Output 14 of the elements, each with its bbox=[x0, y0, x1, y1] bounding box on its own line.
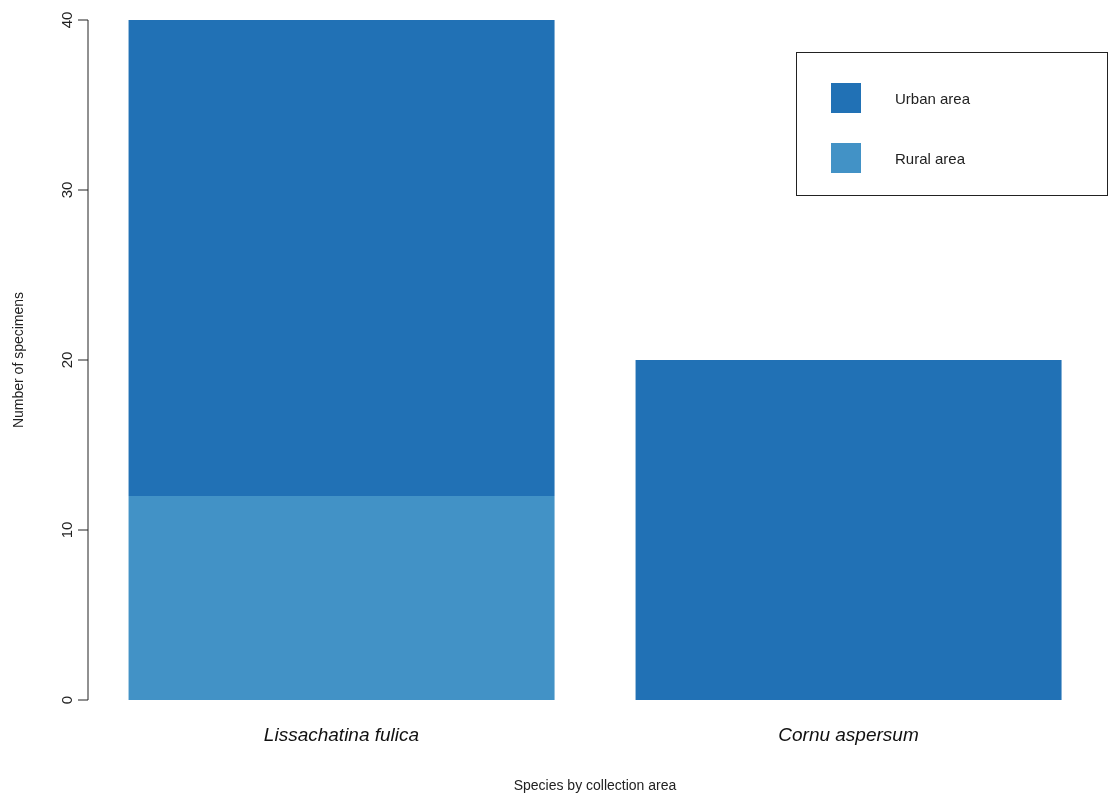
y-tick-label: 20 bbox=[58, 351, 75, 369]
bar bbox=[635, 360, 1062, 700]
y-tick-label: 40 bbox=[58, 11, 75, 29]
x-tick-label: Cornu aspersum bbox=[778, 724, 919, 746]
y-tick-label: 30 bbox=[58, 181, 75, 199]
bar bbox=[128, 20, 555, 496]
x-tick-label: Lissachatina fulica bbox=[263, 724, 420, 746]
y-axis-title: Number of specimens bbox=[9, 291, 26, 429]
y-tick-label: 10 bbox=[58, 521, 75, 539]
legend-label: Urban area bbox=[895, 89, 971, 107]
x-axis-title: Species by collection area bbox=[513, 777, 677, 793]
y-tick-label: 0 bbox=[58, 695, 75, 705]
bar bbox=[128, 496, 555, 700]
legend-label: Rural area bbox=[895, 149, 966, 167]
